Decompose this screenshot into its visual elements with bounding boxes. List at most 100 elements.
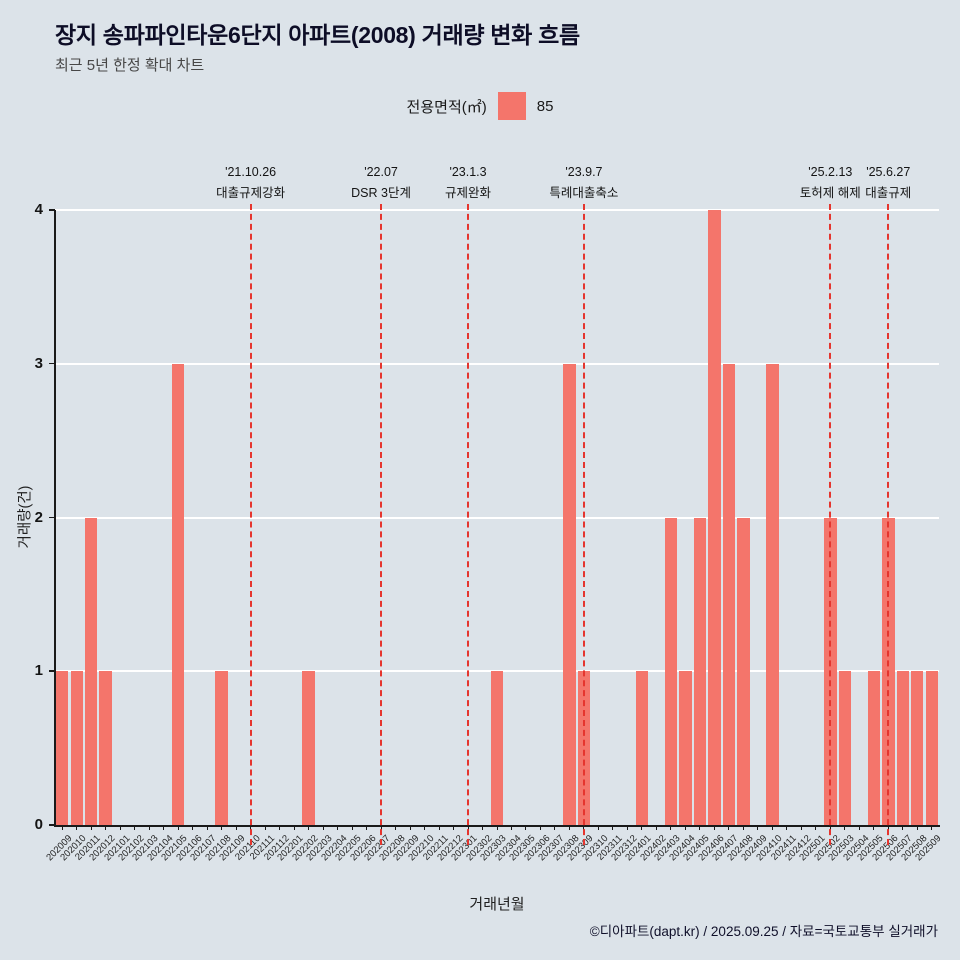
x-tick-mark [800,826,802,830]
page-title: 장지 송파파인타운6단지 아파트(2008) 거래량 변화 흐름 [55,22,580,48]
bar [99,671,112,825]
bar [664,517,678,825]
x-axis-title: 거래년월 [469,896,525,913]
bar [766,363,779,825]
annotation-line [380,204,383,845]
x-tick-mark [76,826,78,830]
x-tick-mark [844,826,846,830]
x-tick-mark [206,826,208,830]
bar [867,671,880,825]
annotation-label: 대출규제강화 [216,186,286,200]
y-tick-mark [49,670,55,672]
y-tick-mark [49,209,55,211]
x-tick-mark [655,826,657,830]
annotation-label: 특례대출축소 [549,186,619,200]
bar [171,363,185,825]
x-tick-mark [525,826,527,830]
x-tick-mark [235,826,237,830]
x-tick-mark [279,826,281,830]
annotation: '22.07 DSR 3단계 [301,162,461,204]
x-tick-mark [134,826,136,830]
annotation-date: '25.6.27 [866,165,911,179]
x-tick-mark [177,826,179,830]
annotation: '23.9.7 특례대출축소 [504,162,664,204]
annotation-label: 규제완화 [445,186,492,200]
x-tick-mark [496,826,498,830]
x-tick-mark [61,826,63,830]
x-tick-mark [90,826,92,830]
x-tick-mark [713,826,715,830]
x-tick-mark [568,826,570,830]
bar [838,671,852,825]
x-tick-mark [308,826,310,830]
x-tick-mark [786,826,788,830]
annotation: '25.2.13 토허제 해제 [750,162,910,204]
x-tick-mark [148,826,150,830]
x-tick-mark [105,826,107,830]
annotation-line [467,204,470,845]
annotation-date: '25.2.13 [808,165,853,179]
y-tick-mark [49,824,55,826]
x-tick-mark [742,826,744,830]
bar [84,517,98,825]
x-tick-mark [409,826,411,830]
gridline [55,209,939,211]
gridline [55,516,939,519]
x-tick-mark [699,826,701,830]
annotation-date: '22.07 [364,165,398,179]
x-tick-mark [395,826,397,830]
bar [56,671,69,825]
annotation-date: '23.9.7 [565,165,603,179]
x-tick-mark [670,826,672,830]
x-tick-mark [931,826,933,830]
annotation-line [887,204,890,845]
x-tick-mark [684,826,686,830]
x-tick-mark [337,826,339,830]
bar [693,517,707,825]
x-tick-mark [771,826,773,830]
x-tick-mark [322,826,324,830]
x-tick-mark [366,826,368,830]
x-tick-mark [163,826,165,830]
x-tick-mark [858,826,860,830]
x-tick-mark [641,826,643,830]
x-tick-mark [539,826,541,830]
x-tick-mark [554,826,556,830]
x-tick-mark [873,826,875,830]
bar [911,671,924,825]
x-tick-mark [902,826,904,830]
bar [215,671,228,825]
x-tick-mark [424,826,426,830]
annotation-date: '21.10.26 [225,165,277,179]
x-tick-mark [916,826,918,830]
annotation-label: DSR 3단계 [351,186,411,200]
chart-subtitle: 최근 5년 한정 확대 차트 [55,57,205,74]
footer-credit: ©디아파트(dapt.kr) / 2025.09.25 / 자료=국토교통부 실… [589,924,938,939]
y-tick-label: 3 [34,354,43,372]
bar [490,671,504,825]
x-axis [54,825,940,827]
x-tick-mark [221,826,223,830]
annotation: '23.1.3 규제완화 [388,162,548,204]
annotation-line [249,204,252,845]
x-tick-mark [351,826,353,830]
y-tick-label: 2 [34,508,43,526]
annotation-line [829,204,832,845]
x-tick-mark [482,826,483,830]
bar [708,210,721,825]
y-axis [54,210,56,825]
bar [679,671,692,825]
annotation-label: 토허제 해제 [799,186,861,200]
x-tick-mark [119,826,121,830]
x-tick-mark [626,826,628,830]
annotation: '21.10.26 대출규제강화 [171,162,331,204]
annotation-label: 대출규제 [865,186,912,200]
bar [635,671,649,825]
annotation: '25.6.27 대출규제 [808,162,960,204]
y-tick-label: 1 [34,662,43,680]
x-tick-mark [728,826,730,830]
bar [925,671,938,825]
bar [737,517,750,825]
x-tick-mark [453,826,455,830]
